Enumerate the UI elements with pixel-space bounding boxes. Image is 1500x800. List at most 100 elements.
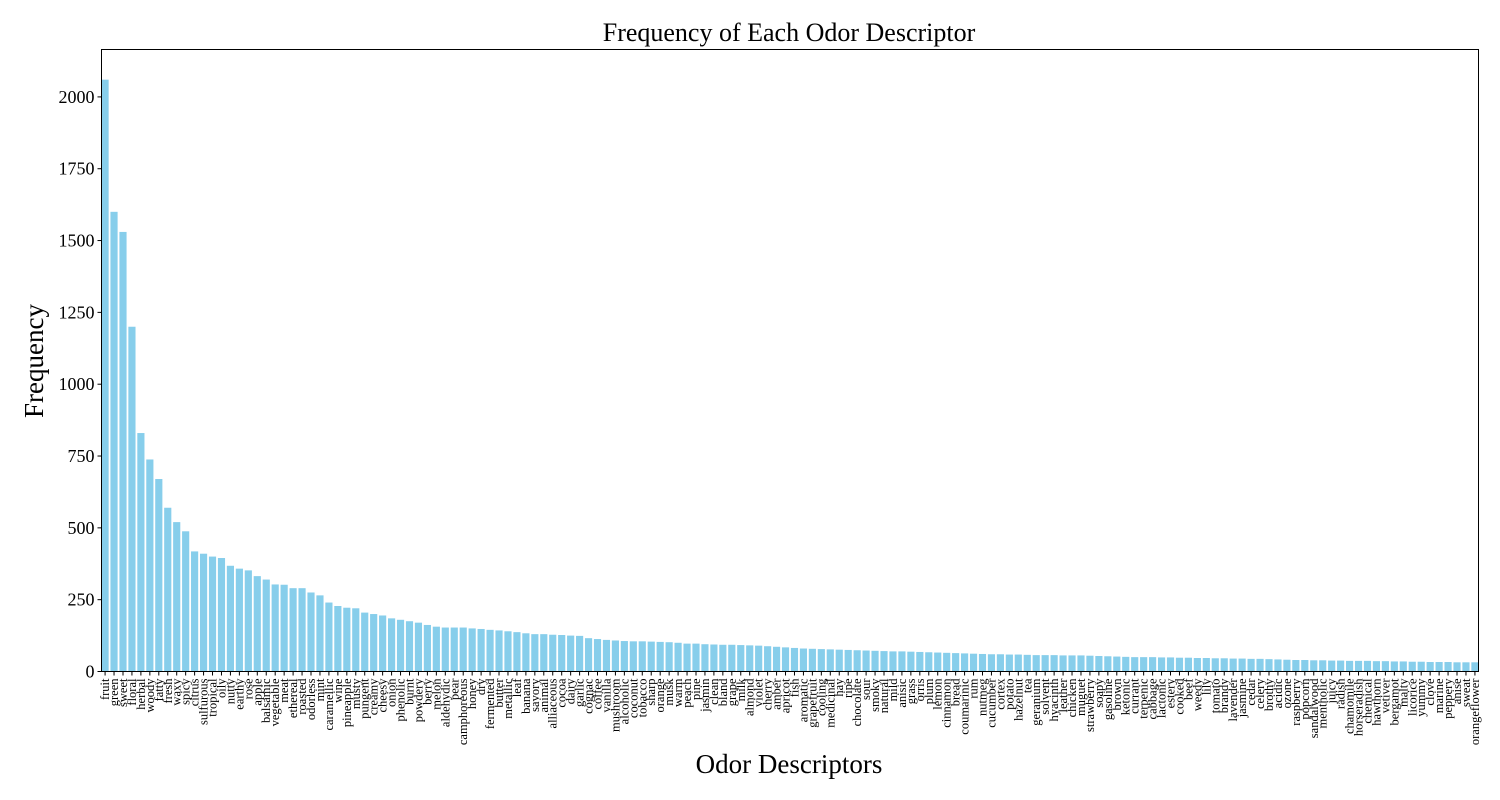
- y-tick-label: 1750: [59, 159, 95, 179]
- bar-potato: [1005, 654, 1013, 672]
- bar-savory: [531, 634, 539, 672]
- bar-celery: [1256, 658, 1264, 672]
- y-tick-label: 500: [68, 518, 95, 538]
- x-tick-label: apricot: [779, 678, 793, 713]
- x-tick-label: clove: [1423, 678, 1437, 706]
- x-tick-label: raspberry: [1289, 678, 1303, 726]
- bar-fatty: [155, 479, 163, 672]
- bar-vetiver: [1381, 661, 1389, 672]
- bar-fresh: [164, 507, 172, 672]
- bar-coumarinic: [961, 653, 969, 672]
- x-tick-label: almond: [743, 678, 757, 716]
- bar-clean: [710, 644, 718, 672]
- bar-anise: [1453, 662, 1461, 672]
- x-tick-label: pear: [447, 678, 461, 700]
- bar-roasted: [298, 588, 306, 672]
- bar-acidic: [1274, 659, 1282, 672]
- x-tick-label: geranium: [1029, 678, 1043, 725]
- bar-mushroom: [611, 640, 619, 672]
- x-tick-label: ripe: [841, 678, 855, 698]
- bar-bergamot: [1390, 661, 1398, 672]
- x-tick-label: jasmine: [1235, 678, 1249, 718]
- bar-fish: [790, 647, 799, 672]
- x-tick-label: hazelnut: [1011, 678, 1025, 721]
- x-tick-label: chemical: [1360, 678, 1374, 724]
- x-tick-label: aromatic: [796, 678, 810, 722]
- x-tick-label: weedy: [1190, 678, 1204, 711]
- x-tick-label: cooked: [1172, 678, 1186, 715]
- bar-balsamic: [262, 579, 270, 672]
- x-tick-label: lily: [1199, 678, 1213, 695]
- bar-sweat: [1462, 662, 1470, 672]
- bar-lactonic: [1157, 657, 1166, 672]
- x-tick-label: solvent: [1038, 678, 1052, 715]
- x-tick-label: leaf: [510, 678, 524, 698]
- bar-hyacinth: [1050, 655, 1058, 672]
- x-tick-label: chocolate: [850, 678, 864, 726]
- x-tick-label: apple: [250, 678, 264, 706]
- bar-ketonic: [1122, 656, 1130, 672]
- x-tick-label: marine: [1432, 678, 1446, 713]
- bar-musk: [665, 642, 673, 672]
- x-tick-label: alcoholic: [617, 678, 631, 724]
- bar-tobacco: [638, 641, 646, 672]
- x-tick-label: horseradish: [1352, 678, 1366, 736]
- x-tick-label: sweet: [116, 678, 130, 707]
- bar-dry: [477, 628, 485, 672]
- y-axis-label: Frequency: [19, 304, 49, 418]
- bar-ozone: [1283, 659, 1291, 672]
- x-tick-label: sandalwood: [1307, 678, 1321, 738]
- x-tick-label: rose: [241, 678, 255, 699]
- x-tick-label: dairy: [564, 678, 578, 704]
- bar-brown: [1113, 656, 1121, 672]
- y-tick-label: 2000: [59, 87, 95, 107]
- bar-cucumber: [987, 654, 996, 672]
- bar-mentholic: [1319, 660, 1327, 672]
- x-tick-label: jasmin: [698, 678, 712, 713]
- bar-juicy: [1328, 660, 1336, 672]
- bar-mint: [316, 595, 324, 672]
- x-tick-label: fresh: [161, 678, 175, 704]
- x-tick-label: amber: [770, 678, 784, 710]
- x-tick-label: tomato: [1208, 679, 1222, 714]
- x-tick-label: fatty: [152, 678, 166, 702]
- bar-rose: [244, 570, 252, 672]
- bar-garlic: [576, 635, 584, 672]
- x-tick-label: licorice: [1405, 678, 1419, 716]
- bar-alliaceous: [549, 634, 557, 672]
- bar-strawberry: [1086, 655, 1094, 672]
- bar-geranium: [1032, 655, 1040, 672]
- bar-phenolic: [396, 619, 405, 672]
- x-tick-label: green: [107, 678, 121, 707]
- x-tick-label: melon: [429, 678, 443, 710]
- bar-hazelnut: [1014, 654, 1022, 672]
- x-tick-label: mild: [886, 678, 900, 702]
- x-tick-label: strawberry: [1083, 678, 1097, 732]
- x-tick-label: cedar: [1244, 678, 1258, 706]
- bar-alcoholic: [620, 641, 628, 672]
- bar-tropical: [208, 556, 217, 672]
- x-tick-label: lemon: [931, 678, 945, 710]
- x-tick-label: cortex: [993, 678, 1007, 710]
- x-tick-label: juicy: [1325, 678, 1339, 705]
- bar-floral: [128, 326, 136, 672]
- plot-frame: [101, 49, 1479, 672]
- bar-cabbage: [1149, 657, 1157, 672]
- bar-marine: [1435, 662, 1443, 672]
- x-tick-label: radish: [1334, 678, 1348, 709]
- x-tick-label: chamomile: [1343, 678, 1357, 734]
- x-tick-label: berry: [420, 678, 434, 705]
- x-tick-label: coconut: [626, 678, 640, 718]
- x-tick-label: plum: [922, 678, 936, 704]
- x-tick-label: peppery: [1441, 678, 1455, 719]
- bar-bland: [719, 644, 727, 672]
- bar-radish: [1337, 660, 1345, 672]
- bar-earthy: [235, 568, 243, 672]
- x-tick-label: herbal: [134, 678, 148, 710]
- x-tick-label: anisic: [895, 678, 909, 708]
- x-tick-label: cognac: [582, 678, 596, 714]
- x-tick-label: soapy: [1092, 678, 1106, 708]
- x-tick-label: lavender: [1226, 678, 1240, 722]
- x-tick-label: cooling: [814, 678, 828, 716]
- x-tick-label: mushroom: [608, 678, 622, 732]
